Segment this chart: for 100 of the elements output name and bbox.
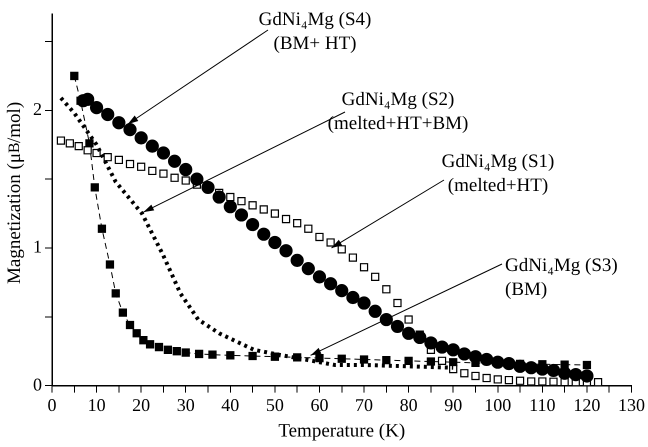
point (546, 364, 560, 378)
point (538, 377, 546, 386)
point (98, 224, 106, 233)
point (324, 277, 338, 290)
point (56, 136, 66, 145)
point (471, 372, 480, 380)
point (426, 357, 436, 366)
point (413, 330, 426, 344)
point (504, 376, 514, 384)
point (402, 326, 416, 340)
x-tick-label: 80 (400, 395, 418, 416)
point (148, 166, 156, 176)
point (404, 315, 413, 324)
point (460, 369, 468, 378)
point (326, 238, 335, 247)
point (226, 351, 234, 360)
point (237, 197, 246, 206)
point (246, 218, 260, 232)
point (357, 296, 371, 310)
point (159, 170, 168, 178)
point (164, 346, 172, 354)
point (382, 356, 390, 364)
point (146, 140, 159, 153)
x-tick-label: 40 (221, 395, 240, 416)
point (360, 263, 368, 272)
point (66, 139, 74, 148)
point (190, 172, 204, 186)
point (74, 142, 83, 150)
point (390, 320, 404, 334)
point (290, 254, 304, 267)
point (224, 200, 237, 214)
x-tick-label: 30 (176, 395, 195, 416)
point (90, 183, 99, 192)
point (569, 368, 582, 382)
y-tick-label: 0 (33, 374, 42, 394)
point (182, 348, 190, 357)
point (516, 376, 524, 385)
point (172, 347, 181, 356)
point (302, 262, 315, 276)
point (438, 356, 446, 365)
point (112, 289, 120, 298)
point (123, 123, 137, 136)
point (106, 260, 114, 269)
point (491, 356, 504, 369)
y-tick-label: 1 (33, 236, 42, 257)
point (435, 340, 449, 354)
annotation: GdNi₄Mg (S3) (BM) (505, 254, 618, 300)
point (268, 236, 282, 250)
point (527, 377, 536, 386)
point (112, 116, 126, 130)
point (582, 360, 592, 370)
point (179, 162, 192, 176)
point (194, 350, 204, 358)
point (212, 190, 226, 204)
point (449, 364, 458, 374)
point (502, 356, 516, 370)
point (382, 285, 390, 294)
point (368, 304, 382, 318)
point (480, 352, 494, 366)
point (170, 174, 179, 182)
point (360, 355, 368, 364)
point (494, 375, 502, 384)
point (248, 201, 257, 210)
point (335, 284, 348, 298)
point (468, 350, 482, 364)
x-tick-label: 10 (88, 395, 106, 416)
point (346, 290, 360, 304)
point (208, 350, 217, 359)
point (536, 362, 549, 376)
point (154, 342, 164, 352)
point (558, 366, 572, 380)
x-tick-label: 120 (573, 395, 600, 416)
annotation: GdNi₄Mg (S4) (BM+ HT) (258, 8, 372, 54)
point (282, 214, 290, 224)
point (549, 378, 558, 386)
point (446, 343, 460, 356)
point (315, 232, 324, 242)
x-tick-label: 110 (529, 395, 556, 416)
point (126, 320, 134, 330)
point (260, 205, 268, 214)
point (371, 272, 380, 282)
y-tick-label: 2 (33, 99, 42, 120)
point (404, 356, 413, 365)
x-tick-label: 60 (310, 395, 328, 416)
x-tick-label: 90 (444, 395, 462, 416)
point (90, 100, 104, 114)
point (137, 162, 146, 171)
point (81, 92, 94, 106)
point (114, 156, 123, 164)
point (226, 192, 234, 202)
point (393, 298, 402, 308)
point (201, 180, 215, 194)
point (257, 228, 270, 241)
point (482, 374, 491, 382)
point (134, 131, 148, 144)
point (118, 308, 128, 317)
point (248, 352, 257, 360)
point (101, 108, 114, 122)
point (84, 146, 92, 154)
point (279, 244, 293, 258)
